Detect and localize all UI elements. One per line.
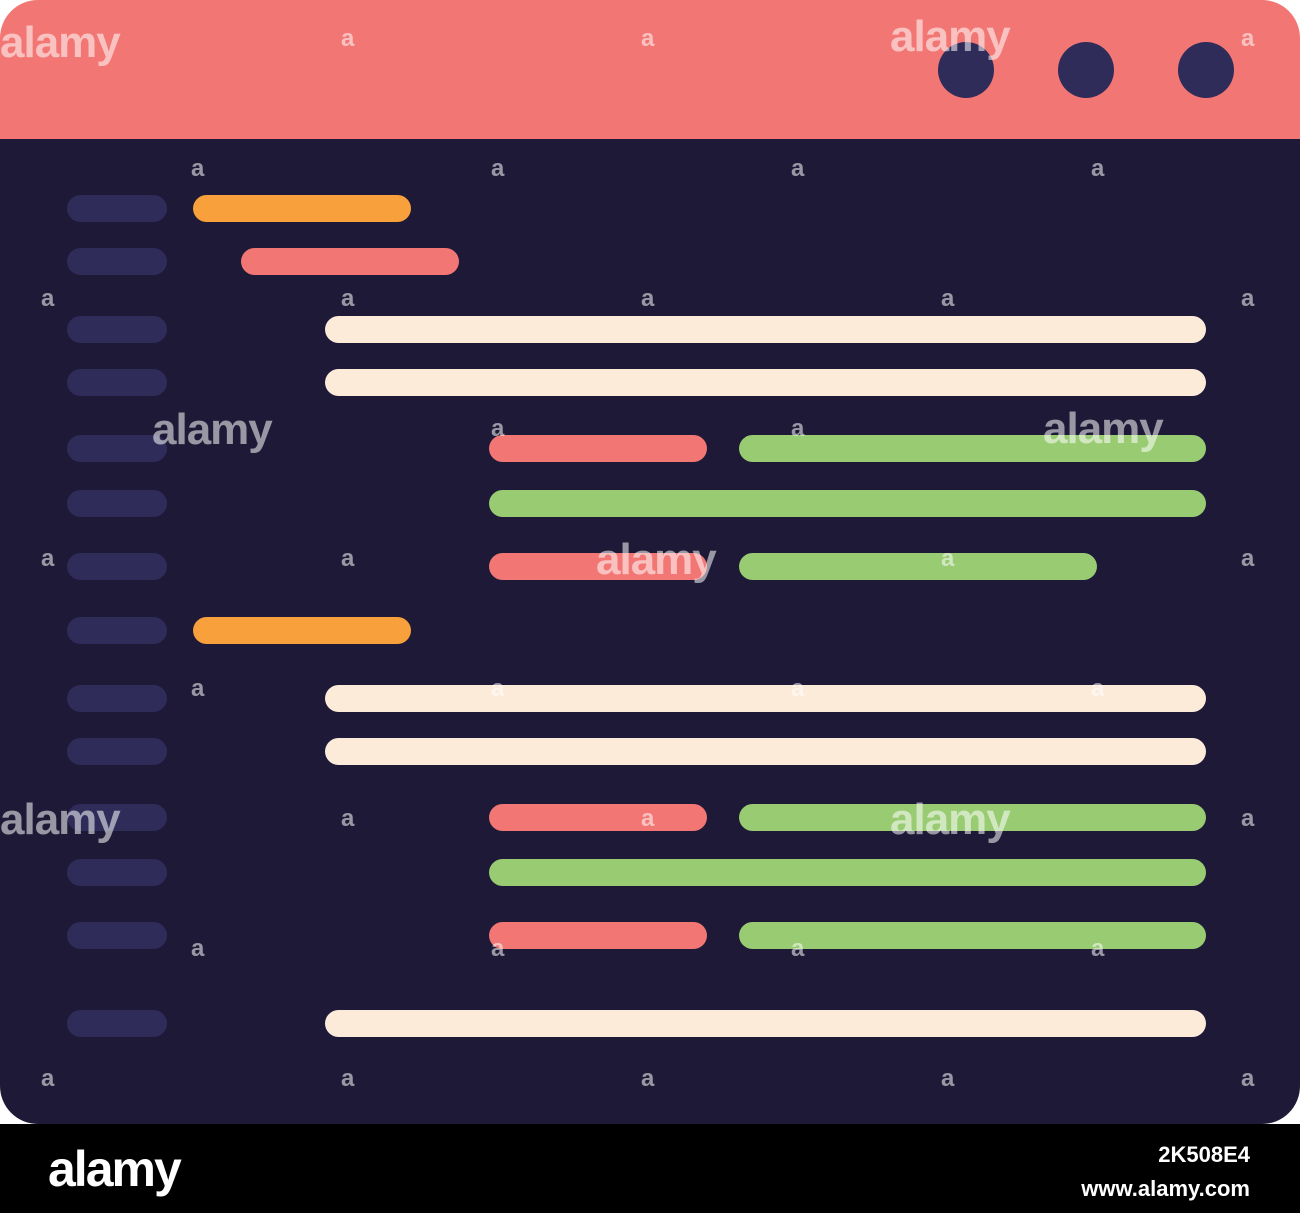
line-number: [67, 490, 167, 517]
code-token-green: [739, 553, 1097, 580]
watermark-logo: alamy: [1043, 404, 1164, 453]
watermark-letter: a: [791, 155, 804, 182]
line-number: [67, 248, 167, 275]
code-token-red: [489, 922, 707, 949]
watermark-letter: a: [191, 935, 204, 962]
watermark-letter: a: [941, 545, 954, 572]
code-token-red: [241, 248, 459, 275]
watermark-letter: a: [341, 805, 354, 832]
line-number: [67, 369, 167, 396]
line-number: [67, 804, 167, 831]
watermark-letter: a: [491, 935, 504, 962]
code-token-red: [489, 435, 707, 462]
watermark-letter: a: [941, 285, 954, 312]
code-token-cream: [325, 316, 1206, 343]
watermark-letter: a: [641, 805, 654, 832]
watermark-letter: a: [791, 935, 804, 962]
line-number: [67, 1010, 167, 1037]
code-token-green: [489, 490, 1206, 517]
line-number: [67, 738, 167, 765]
watermark-letter: a: [341, 25, 354, 52]
line-number: [67, 685, 167, 712]
code-token-cream: [325, 685, 1206, 712]
code-token-green: [739, 922, 1206, 949]
window-dot-icon[interactable]: [1058, 42, 1114, 98]
watermark-letter: a: [1241, 805, 1254, 832]
footer-image-id: 2K508E4: [1158, 1142, 1250, 1167]
code-token-cream: [325, 738, 1206, 765]
code-token-green: [739, 435, 1206, 462]
code-token-cream: [325, 369, 1206, 396]
code-token-green: [489, 859, 1206, 886]
footer-logo: alamy: [48, 1141, 182, 1197]
watermark-letter: a: [41, 545, 54, 572]
line-number: [67, 435, 167, 462]
code-token-red: [489, 553, 707, 580]
window-dot-icon[interactable]: [1178, 42, 1234, 98]
watermark-letter: a: [791, 675, 804, 702]
line-number: [67, 195, 167, 222]
watermark-logo: alamy: [0, 795, 121, 844]
watermark-letter: a: [491, 155, 504, 182]
watermark-letter: a: [341, 545, 354, 572]
line-number: [67, 316, 167, 343]
watermark-letter: a: [641, 285, 654, 312]
code-token-green: [739, 804, 1206, 831]
watermark-letter: a: [341, 1065, 354, 1092]
line-number: [67, 922, 167, 949]
watermark-logo: alamy: [596, 535, 717, 584]
line-number: [67, 617, 167, 644]
watermark-letter: a: [41, 1065, 54, 1092]
watermark-letter: a: [491, 415, 504, 442]
footer-url: www.alamy.com: [1081, 1176, 1250, 1201]
watermark-letter: a: [191, 155, 204, 182]
watermark-letter: a: [1091, 935, 1104, 962]
watermark-letter: a: [641, 25, 654, 52]
watermark-letter: a: [341, 285, 354, 312]
watermark-letter: a: [1241, 285, 1254, 312]
code-token-red: [489, 804, 707, 831]
line-number: [67, 859, 167, 886]
watermark-letter: a: [1241, 25, 1254, 52]
code-token-cream: [325, 1010, 1206, 1037]
watermark-letter: a: [1241, 545, 1254, 572]
code-token-orange: [193, 195, 411, 222]
watermark-letter: a: [191, 675, 204, 702]
watermark-logo: alamy: [0, 18, 121, 67]
watermark-letter: a: [791, 415, 804, 442]
window-titlebar: [0, 0, 1300, 139]
watermark-letter: a: [41, 285, 54, 312]
watermark-letter: a: [1091, 155, 1104, 182]
watermark-letter: a: [1091, 675, 1104, 702]
watermark-letter: a: [641, 1065, 654, 1092]
watermark-logo: alamy: [890, 12, 1011, 61]
stock-footer: alamy 2K508E4 www.alamy.com: [0, 1124, 1300, 1213]
line-number: [67, 553, 167, 580]
watermark-logo: alamy: [890, 795, 1011, 844]
watermark-letter: a: [1241, 1065, 1254, 1092]
code-token-orange: [193, 617, 411, 644]
window-dot-icon[interactable]: [938, 42, 994, 98]
watermark-logo: alamy: [152, 405, 273, 454]
watermark-letter: a: [491, 675, 504, 702]
watermark-letter: a: [941, 1065, 954, 1092]
